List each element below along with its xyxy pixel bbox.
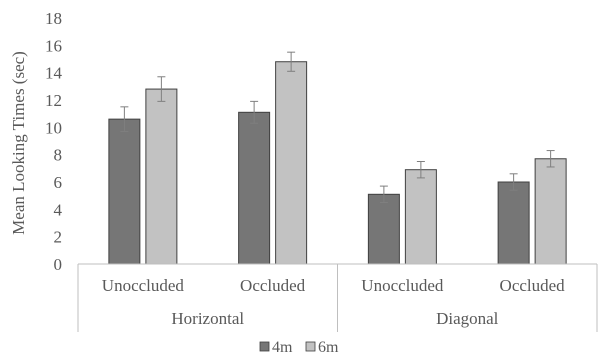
y-axis-title: Mean Looking Times (sec)	[9, 51, 28, 235]
x-category-label: Unoccluded	[361, 276, 444, 295]
bar-6m-diagonal-unoccluded	[404, 169, 437, 265]
legend-label-6m: 6m	[318, 339, 339, 356]
y-tick-label: 18	[45, 9, 62, 28]
y-tick-label: 2	[54, 228, 63, 247]
y-tick-label: 0	[54, 255, 63, 274]
y-tick-label: 4	[54, 200, 63, 219]
x-group-label: Diagonal	[436, 309, 499, 328]
y-tick-label: 8	[54, 146, 63, 165]
y-tick-label: 14	[45, 64, 63, 83]
bar-4m-horizontal-unoccluded	[108, 118, 141, 265]
y-tick-label: 12	[45, 91, 62, 110]
x-category-label: Occluded	[500, 276, 566, 295]
x-group-label: Horizontal	[171, 309, 244, 328]
bar-6m-horizontal-unoccluded	[145, 88, 178, 265]
x-category-label: Occluded	[240, 276, 306, 295]
legend-label-4m: 4m	[272, 339, 293, 356]
bar-6m-horizontal-occluded	[275, 61, 308, 265]
legend-swatch-4m	[259, 341, 270, 352]
legend-swatch-6m	[305, 341, 316, 352]
y-tick-label: 10	[45, 118, 62, 137]
bar-4m-horizontal-occluded	[238, 111, 271, 265]
y-tick-label: 16	[45, 36, 62, 55]
bar-4m-diagonal-unoccluded	[367, 193, 400, 265]
bar-6m-diagonal-occluded	[534, 158, 567, 265]
y-tick-label: 6	[54, 173, 63, 192]
bar-4m-diagonal-occluded	[497, 181, 530, 265]
x-category-label: Unoccluded	[102, 276, 185, 295]
